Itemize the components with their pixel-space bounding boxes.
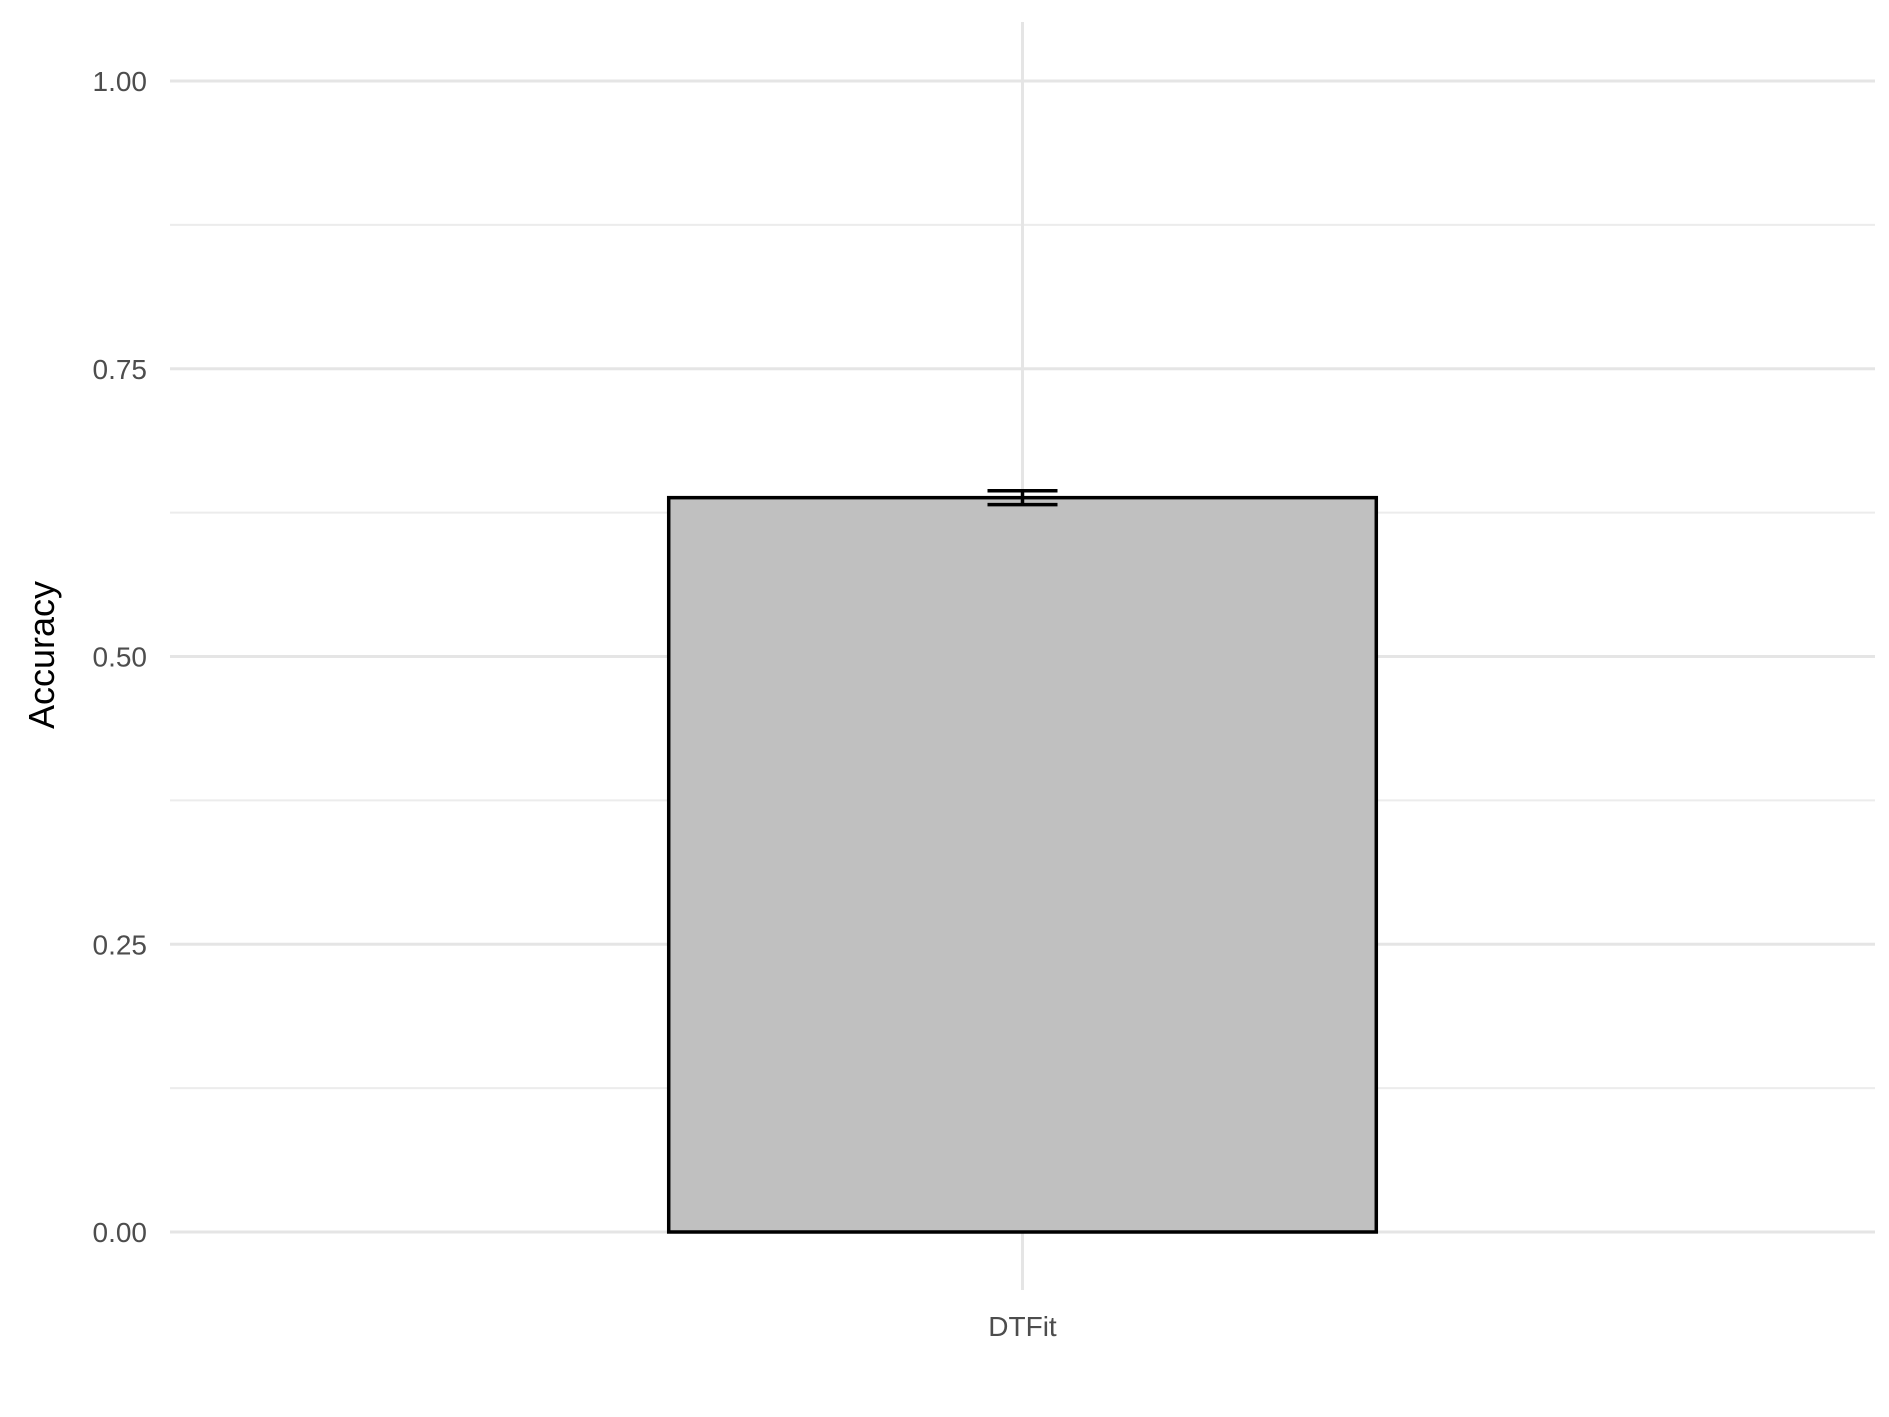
y-axis-title: Accuracy: [21, 581, 62, 729]
error-bars: [987, 489, 1058, 507]
x-axis-ticks: DTFit: [988, 1311, 1057, 1342]
y-tick-label: 0.75: [93, 354, 148, 385]
x-tick-label: DTFit: [988, 1311, 1057, 1342]
bar-dtfit: [666, 495, 1379, 1234]
y-axis-ticks: 0.00 0.25 0.50 0.75 1.00: [93, 66, 148, 1248]
bars: [666, 495, 1379, 1234]
y-tick-label: 0.25: [93, 929, 148, 960]
y-tick-label: 0.00: [93, 1217, 148, 1248]
y-tick-label: 1.00: [93, 66, 148, 97]
y-tick-label: 0.50: [93, 642, 148, 673]
